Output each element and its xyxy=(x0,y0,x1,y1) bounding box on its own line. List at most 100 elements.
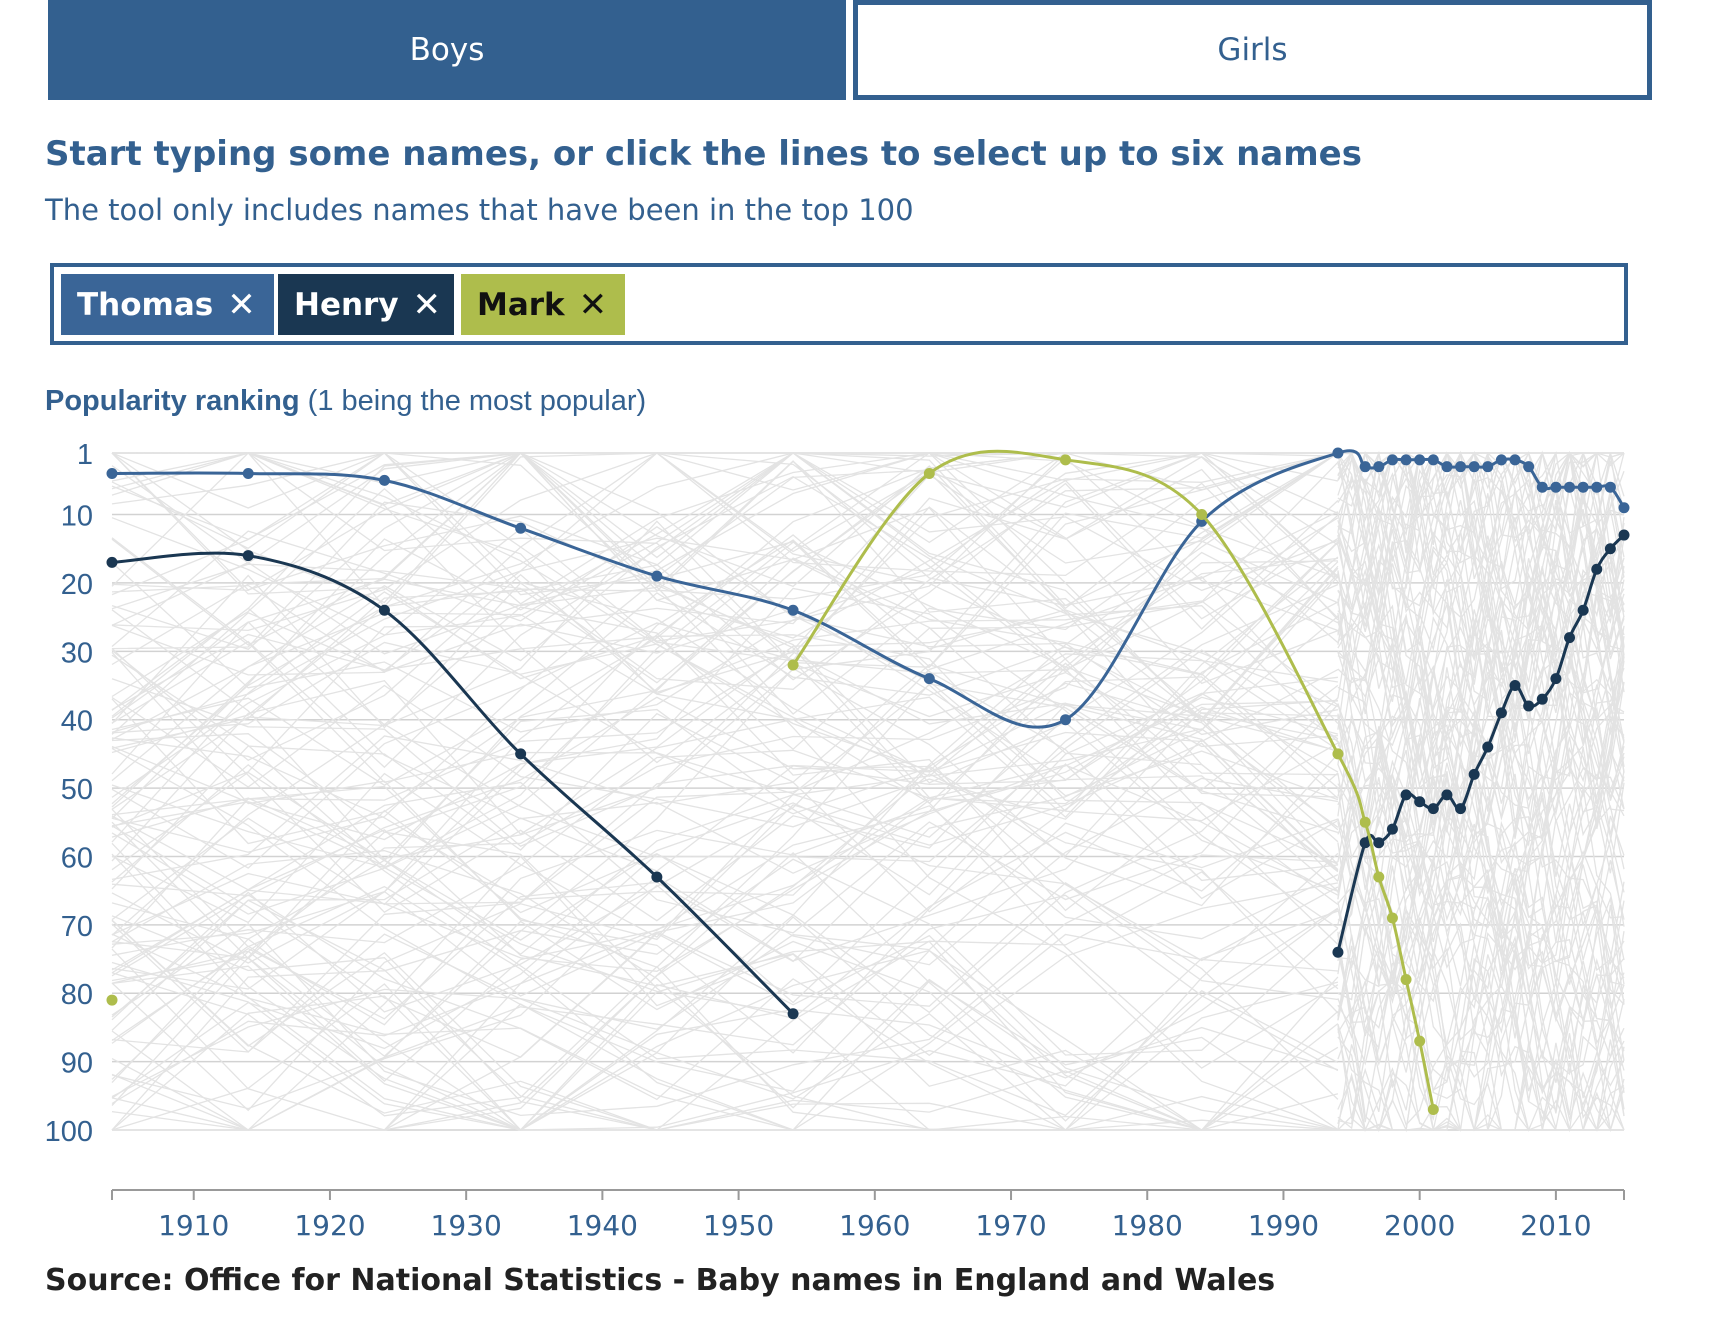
data-point[interactable] xyxy=(1427,803,1439,815)
background-name-line[interactable] xyxy=(1337,703,1625,1021)
background-name-line[interactable] xyxy=(111,697,1339,1099)
data-point[interactable] xyxy=(1509,680,1521,692)
name-search-input[interactable] xyxy=(634,274,1618,337)
data-point[interactable] xyxy=(1536,481,1548,493)
background-name-line[interactable] xyxy=(111,899,1338,1131)
background-name-line[interactable] xyxy=(1337,722,1625,979)
background-name-line[interactable] xyxy=(111,855,1339,1131)
background-name-line[interactable] xyxy=(111,805,1339,1044)
data-point[interactable] xyxy=(1577,604,1589,616)
data-point[interactable] xyxy=(1468,461,1480,473)
background-name-line[interactable] xyxy=(111,452,1339,749)
data-point[interactable] xyxy=(1495,454,1507,466)
background-name-line[interactable] xyxy=(111,452,1339,684)
background-name-line[interactable] xyxy=(111,854,1338,1117)
background-name-line[interactable] xyxy=(111,649,1339,936)
background-name-line[interactable] xyxy=(1337,451,1625,893)
background-name-line[interactable] xyxy=(111,842,1338,1131)
background-name-line[interactable] xyxy=(111,916,1338,1131)
series-layer[interactable] xyxy=(106,447,1630,1115)
data-point[interactable] xyxy=(378,474,390,486)
background-name-line[interactable] xyxy=(111,881,1339,1100)
background-name-line[interactable] xyxy=(1337,934,1625,1131)
data-point[interactable] xyxy=(1332,447,1344,459)
background-name-line[interactable] xyxy=(111,894,1339,1131)
data-point[interactable] xyxy=(106,468,118,480)
background-name-line[interactable] xyxy=(111,452,1339,720)
background-name-line[interactable] xyxy=(1337,565,1625,1003)
data-point[interactable] xyxy=(787,1008,799,1020)
name-chip-thomas[interactable]: Thomas ✕ xyxy=(61,274,274,335)
background-name-line[interactable] xyxy=(1337,660,1625,1039)
data-point[interactable] xyxy=(106,994,118,1006)
background-name-line[interactable] xyxy=(111,452,1339,900)
background-name-line[interactable] xyxy=(111,667,1339,1058)
background-name-line[interactable] xyxy=(111,894,1339,1110)
background-name-line[interactable] xyxy=(111,452,1339,819)
data-point[interactable] xyxy=(1482,741,1494,753)
background-name-line[interactable] xyxy=(1337,571,1625,1018)
background-name-line[interactable] xyxy=(1337,451,1624,768)
close-icon[interactable]: ✕ xyxy=(412,284,442,325)
background-name-line[interactable] xyxy=(1337,557,1625,913)
background-name-line[interactable] xyxy=(111,452,1339,805)
data-point[interactable] xyxy=(1414,796,1426,808)
background-name-line[interactable] xyxy=(111,452,1338,711)
data-point[interactable] xyxy=(923,468,935,480)
background-name-line[interactable] xyxy=(111,452,1339,721)
background-name-line[interactable] xyxy=(111,871,1339,1131)
data-point[interactable] xyxy=(1536,693,1548,705)
data-point[interactable] xyxy=(1400,789,1412,801)
background-name-line[interactable] xyxy=(111,825,1338,1131)
data-point[interactable] xyxy=(1196,509,1208,521)
data-point[interactable] xyxy=(1441,789,1453,801)
background-name-line[interactable] xyxy=(1337,982,1625,1132)
data-point[interactable] xyxy=(1495,707,1507,719)
background-name-line[interactable] xyxy=(111,747,1339,1131)
background-name-line[interactable] xyxy=(111,676,1338,828)
background-name-line[interactable] xyxy=(1337,714,1625,987)
ranking-chart[interactable]: 1 10 20 30 40 50 60 70 80 90 100 1910 1920 1930 1940 19… xyxy=(0,430,1734,1250)
data-point[interactable] xyxy=(1455,461,1467,473)
data-point[interactable] xyxy=(1591,481,1603,493)
background-name-line[interactable] xyxy=(111,452,1339,715)
data-point[interactable] xyxy=(1455,803,1467,815)
background-name-line[interactable] xyxy=(1337,939,1625,1133)
data-point[interactable] xyxy=(651,871,663,883)
background-name-line[interactable] xyxy=(1337,452,1625,965)
series-thomas[interactable] xyxy=(106,447,1630,729)
background-name-line[interactable] xyxy=(111,704,1339,974)
data-point[interactable] xyxy=(1386,823,1398,835)
data-point[interactable] xyxy=(1577,481,1589,493)
background-name-line[interactable] xyxy=(111,908,1339,1131)
background-name-line[interactable] xyxy=(1337,529,1625,746)
background-name-line[interactable] xyxy=(1337,625,1625,1034)
background-name-line[interactable] xyxy=(111,933,1338,1131)
data-point[interactable] xyxy=(1373,461,1385,473)
data-point[interactable] xyxy=(1550,673,1562,685)
data-point[interactable] xyxy=(1386,454,1398,466)
background-name-line[interactable] xyxy=(111,852,1339,1131)
background-name-line[interactable] xyxy=(111,475,1339,945)
background-name-line[interactable] xyxy=(111,587,1339,945)
background-name-line[interactable] xyxy=(1337,821,1625,1083)
background-name-line[interactable] xyxy=(111,584,1339,892)
data-point[interactable] xyxy=(106,556,118,568)
background-name-line[interactable] xyxy=(1337,452,1625,1004)
tab-boys[interactable]: Boys xyxy=(48,0,846,100)
data-point[interactable] xyxy=(1564,632,1576,644)
data-point[interactable] xyxy=(1060,714,1072,726)
background-name-line[interactable] xyxy=(111,738,1339,1105)
close-icon[interactable]: ✕ xyxy=(227,284,256,325)
data-point[interactable] xyxy=(1332,748,1344,760)
data-point[interactable] xyxy=(1060,454,1072,466)
background-name-line[interactable] xyxy=(111,920,1338,1131)
background-name-line[interactable] xyxy=(1337,451,1625,685)
background-name-line[interactable] xyxy=(111,612,1339,1069)
background-name-line[interactable] xyxy=(1337,948,1625,1133)
background-name-line[interactable] xyxy=(1337,451,1625,556)
data-point[interactable] xyxy=(787,659,799,671)
data-point[interactable] xyxy=(378,604,390,616)
background-name-line[interactable] xyxy=(111,609,1338,1001)
background-name-lines[interactable] xyxy=(111,450,1625,1133)
